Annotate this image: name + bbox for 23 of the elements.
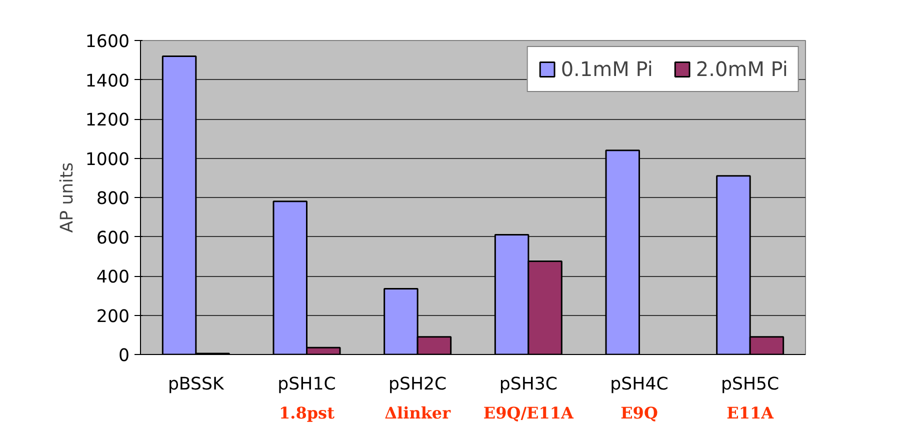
y-axis-title: AP units [57, 162, 78, 233]
text: 1.8pst [279, 404, 336, 422]
text: E9Q [620, 404, 658, 422]
legend-label: 2.0mM Pi [696, 57, 788, 81]
x-tick-label: pSH2C [388, 374, 447, 394]
text: E9Q/E11A [483, 404, 574, 422]
y-tick-label: 800 [96, 189, 130, 209]
y-tick-label: 1400 [85, 71, 130, 92]
text: E11A [726, 404, 774, 422]
x-tick-label: pSH5C [721, 374, 780, 394]
y-tick-label: 600 [96, 228, 130, 248]
y-tick-label: 400 [96, 268, 130, 288]
x-tick-label: pSH4C [610, 374, 668, 394]
y-tick-label: 200 [96, 306, 130, 327]
x-tick-label: pSH3C [499, 374, 558, 394]
y-tick-label: 1000 [85, 150, 130, 170]
text: Δlinker [384, 404, 452, 422]
y-tick-label: 1600 [85, 32, 130, 52]
x-tick-label: pBSSK [168, 374, 225, 394]
y-tick-label: 0 [118, 346, 130, 366]
y-tick-label: 1200 [85, 110, 130, 130]
x-tick-label: pSH1C [278, 374, 336, 394]
legend-label: 0.1mM Pi [560, 57, 653, 81]
